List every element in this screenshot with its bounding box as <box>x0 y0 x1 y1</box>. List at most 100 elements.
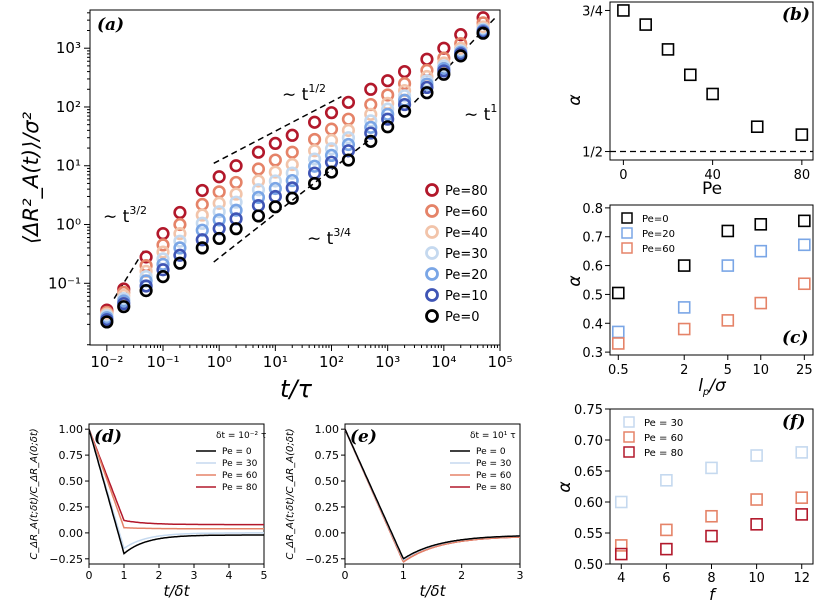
panel-b-point <box>795 128 809 141</box>
panel-c-ytick-label: 0.8 <box>582 202 603 217</box>
panel-a-point <box>139 284 153 298</box>
panel-a-point <box>212 205 226 219</box>
panel-a-point <box>285 181 299 195</box>
panel-b-point <box>617 4 630 17</box>
panel-a-point <box>268 174 282 188</box>
panel-d-xtick-label: 5 <box>261 569 268 582</box>
panel-e-ytick-label: 1.00 <box>315 423 340 436</box>
panel-a-point <box>251 190 266 204</box>
panel-c-ytick-label: 0.7 <box>582 231 603 246</box>
panel-a-point <box>397 64 412 79</box>
panel-a-xtick-label: 10⁵ <box>487 353 512 371</box>
panel-e-xtick-label: 1 <box>400 569 407 582</box>
panel-f-point <box>750 449 763 462</box>
panel-a-legend-label: Pe=40 <box>445 226 488 241</box>
panel-a-xtick-label: 10³ <box>375 353 400 371</box>
panel-a-label: (a) <box>97 15 124 35</box>
panel-a-point <box>251 183 266 197</box>
panel-b-point <box>661 43 675 56</box>
panel-f-point <box>750 518 763 531</box>
panel-c-xtick-label: 5 <box>724 363 732 378</box>
panel-f-point <box>705 529 718 543</box>
panel-a-point <box>285 128 299 142</box>
panel-a-point <box>195 208 209 222</box>
panel-a-legend-label: Pe=20 <box>445 268 488 283</box>
panel-a-point <box>229 175 243 190</box>
panel-e-ytick-label: 0.50 <box>315 475 340 488</box>
panel-f-ytick-label: 0.60 <box>574 496 603 511</box>
panel-d-ylabel: C_ΔR_A(t;δt)/C_ΔR_A(0;δt) <box>29 428 40 559</box>
panel-a-point <box>307 176 322 191</box>
panel-a-legend-label: Pe=0 <box>445 310 480 325</box>
panel-c-ytick-label: 0.3 <box>582 346 603 361</box>
panel-b-point <box>706 87 719 101</box>
panel-a-xtick-label: 10⁻¹ <box>146 353 179 371</box>
panel-a-ytick-label: 10⁰ <box>56 216 81 234</box>
panel-d-ytick-label: 0.00 <box>59 527 84 540</box>
panel-a-point <box>397 104 412 118</box>
panel-a-point <box>381 120 395 134</box>
panel-c-frame <box>609 204 814 356</box>
panel-c-point <box>677 322 691 336</box>
panel-f-legend-marker <box>623 416 635 428</box>
panel-a-point <box>195 241 209 255</box>
panel-c-point <box>754 244 768 258</box>
panel-e-xlabel: t/δt <box>420 582 447 600</box>
panel-a-point <box>212 196 226 210</box>
panel-c-point <box>798 238 811 252</box>
panel-e-ytick-label: 0.00 <box>315 527 340 540</box>
panel-a-point <box>173 248 187 262</box>
panel-a-point <box>364 134 378 148</box>
panel-a-ylabel: ⟨ΔR²_A(t)⟩/σ² <box>19 111 44 244</box>
panel-a-legend-marker <box>425 225 439 239</box>
panel-a-point <box>212 170 226 184</box>
panel-a-guide-line <box>213 95 342 164</box>
panel-d-frame <box>88 423 265 565</box>
panel-a-ytick-label: 10¹ <box>56 157 81 175</box>
panel-a-point <box>268 181 282 196</box>
panel-c-legend-label: Pe=60 <box>642 244 675 255</box>
panel-a-point <box>251 162 266 176</box>
panel-b-xlabel: Pe <box>702 179 722 199</box>
panel-a-point <box>195 197 209 211</box>
panel-a-xlabel: t/τ <box>280 375 312 403</box>
panel-a-point <box>212 185 226 199</box>
panel-f-xtick-label: 6 <box>662 571 670 586</box>
panel-d-ytick-label: 0.75 <box>59 449 84 462</box>
panel-a-point <box>173 256 187 270</box>
panel-a-legend-marker <box>425 183 439 197</box>
panel-a-point <box>397 97 412 112</box>
panel-a-point <box>307 166 322 180</box>
panel-a-point <box>454 49 468 63</box>
panel-a-legend-marker <box>425 246 439 260</box>
panel-f-legend-marker <box>623 446 635 458</box>
panel-a-point <box>324 148 339 162</box>
panel-c-point <box>677 259 691 272</box>
panel-b-point <box>750 120 764 134</box>
panel-a-point <box>212 231 226 246</box>
panel-a-legend-label: Pe=80 <box>445 184 488 199</box>
panel-a-point <box>381 107 395 121</box>
panel-d-legend-label: Pe = 30 <box>222 459 258 469</box>
panel-a-point <box>156 227 170 241</box>
panel-a-legend-label: Pe=10 <box>445 289 488 304</box>
panel-a-point <box>251 209 266 223</box>
panel-e-ytick-label: 0.75 <box>315 449 340 462</box>
panel-a-point <box>117 300 131 314</box>
panel-c-xtick-label: 25 <box>796 363 813 378</box>
panel-c-legend-label: Pe=20 <box>642 229 675 240</box>
panel-a-point <box>139 279 153 293</box>
panel-e-legend-label: Pe = 60 <box>476 471 512 481</box>
panel-e-ytick-label: 0.25 <box>315 501 340 514</box>
panel-d-xtick-label: 0 <box>86 569 93 582</box>
panel-a-point <box>341 95 356 109</box>
panel-a-point <box>341 153 356 167</box>
panel-a-point <box>285 166 299 180</box>
panel-a-point <box>173 205 187 220</box>
panel-a-annotation: ∼ t3/4 <box>307 226 351 249</box>
panel-f-xtick-label: 10 <box>748 571 765 586</box>
panel-d-series-line <box>88 428 264 550</box>
panel-f-ytick-label: 0.65 <box>574 465 603 480</box>
panel-a-point <box>173 234 187 248</box>
panel-a-point <box>341 131 356 145</box>
